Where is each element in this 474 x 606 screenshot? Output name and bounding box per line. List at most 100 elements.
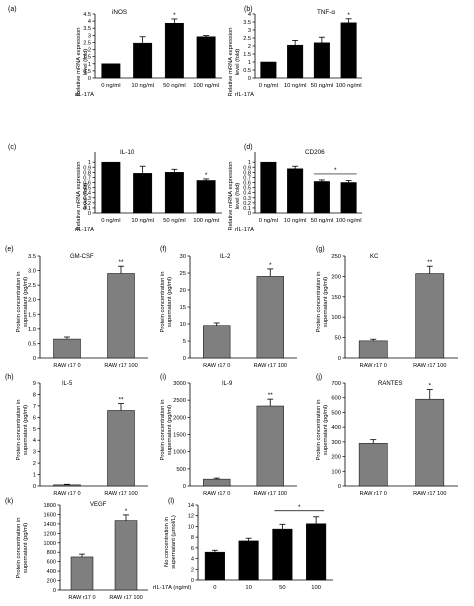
x-tick-label: 0 ng/ml [101, 83, 120, 89]
chart-title: IL-9 [222, 381, 233, 387]
y-tick-label: 0.4 [83, 191, 91, 197]
y-tick-label: 300 [331, 440, 341, 446]
x-axis-prefix: rIL-17A [75, 92, 94, 98]
significance-marker: ** [268, 392, 274, 399]
bar [196, 36, 216, 79]
y-tick-label: 1 [248, 160, 251, 166]
y-tick-label: 0.5 [28, 341, 36, 347]
y-tick-label: 1500 [173, 433, 186, 439]
y-tick-label: 2.5 [243, 36, 251, 42]
y-tick-label: 0.4 [243, 191, 251, 197]
y-tick-label: 0.5 [243, 186, 251, 192]
x-axis-prefix: rIL-17A [75, 227, 94, 233]
y-tick-label: 2 [191, 567, 194, 573]
bar [164, 22, 184, 79]
y-tick-label: 3.5 [83, 26, 91, 32]
y-tick-label: 400 [331, 425, 341, 431]
x-tick-label: RAW r17 100 [109, 595, 142, 601]
x-axis-prefix: rIL-17A [235, 227, 254, 233]
y-tick-label: 0 [338, 484, 341, 490]
y-tick-label: 1000 [44, 541, 56, 547]
x-tick-label: 100 [311, 585, 321, 591]
bar [107, 410, 135, 487]
y-tick-label: 50 [335, 336, 341, 342]
y-tick-label: 500 [176, 467, 186, 473]
x-tick-label: RAW r17 100 [413, 491, 446, 497]
y-tick-label: 3.0 [28, 269, 36, 275]
y-tick-label: 25 [180, 271, 186, 277]
y-axis-label: Protein concentration insupernatant (pg/… [16, 518, 29, 579]
bar [260, 161, 277, 214]
x-tick-label: RAW r17 0 [53, 363, 80, 369]
panel-label: (j) [316, 374, 322, 381]
y-axis-label: Protein concentration insupernatant (pg/… [16, 400, 29, 461]
significance-marker: ** [118, 259, 124, 266]
y-axis-label: Relative mRNA expressionlevel (fold) [76, 28, 89, 97]
y-axis-label-line: Relative mRNA expression [76, 28, 82, 97]
chart-title: KC [370, 254, 379, 260]
y-axis-label-line: supernatant (pg/ml) [23, 405, 29, 455]
y-axis-label: Protein concentration insupernatant (pg/… [316, 400, 329, 461]
y-tick-label: 2500 [173, 398, 186, 404]
y-tick-label: 2 [33, 461, 36, 467]
y-axis-label-line: Protein concentration in [16, 400, 22, 461]
y-tick-label: 4 [248, 12, 251, 18]
chart-title: iNOS [112, 9, 127, 16]
y-tick-label: 30 [180, 254, 186, 260]
panel-label: (k) [5, 498, 13, 505]
y-axis-label: Protein concentration insupernatant (pg/… [316, 272, 329, 333]
y-tick-label: 1.5 [83, 55, 91, 61]
y-tick-label: 15 [180, 305, 186, 311]
y-tick-label: 0 [33, 356, 36, 362]
y-tick-label: 1600 [44, 512, 56, 518]
y-tick-label: 0.5 [83, 69, 91, 75]
y-tick-label: 10 [180, 322, 186, 328]
y-tick-label: 0.6 [243, 181, 251, 187]
x-tick-label: 100 ng/ml [336, 218, 362, 224]
y-axis-label-line: supernatant (pg/ml) [23, 277, 29, 327]
bar [101, 63, 121, 79]
bar [287, 168, 304, 214]
significance-marker: * [298, 504, 301, 511]
y-tick-label: 0.7 [243, 175, 251, 181]
bar [340, 22, 357, 79]
panel-label: (b) [244, 6, 253, 13]
bar [238, 540, 259, 581]
chart-title: RANTES [378, 381, 402, 387]
x-tick-label: RAW r17 0 [203, 491, 230, 497]
y-axis-label-line: supernatant (μmol/L) [171, 515, 177, 569]
bar [260, 61, 277, 79]
bar [53, 484, 81, 487]
significance-marker: * [334, 167, 337, 174]
bar [358, 443, 388, 487]
significance-marker: * [428, 383, 431, 390]
x-tick-label: 10 ng/ml [284, 218, 307, 224]
y-tick-label: 0 [33, 484, 36, 490]
significance-marker: ** [427, 259, 433, 266]
bar [114, 520, 138, 591]
y-tick-label: 0.1 [243, 206, 251, 212]
y-tick-label: 2.5 [83, 40, 91, 46]
y-tick-label: 4.5 [83, 12, 91, 18]
y-tick-label: 100 [331, 469, 341, 475]
y-axis-label: Relative mRNA expressionlevel (fold) [76, 162, 89, 231]
panel-label: (h) [5, 374, 14, 381]
x-tick-label: RAW r17 100 [104, 491, 137, 497]
y-tick-label: 0 [53, 588, 56, 594]
panel-label: (i) [160, 374, 166, 381]
bar [133, 173, 153, 214]
bar [204, 551, 225, 581]
x-axis-prefix: rIL-17A (ng/ml) [153, 585, 191, 591]
x-tick-label: RAW r17 0 [68, 595, 95, 601]
x-tick-label: 10 ng/ml [131, 83, 154, 89]
panel-label: (l) [168, 498, 174, 505]
y-tick-label: 0 [88, 76, 91, 82]
y-tick-label: 2 [88, 48, 91, 54]
y-tick-label: 9 [33, 381, 36, 387]
y-tick-label: 1 [88, 62, 91, 68]
bar [272, 528, 293, 581]
y-axis-label-line: Protein concentration in [316, 400, 322, 461]
x-tick-label: RAW r17 0 [203, 363, 230, 369]
panel-label: (e) [5, 246, 14, 253]
